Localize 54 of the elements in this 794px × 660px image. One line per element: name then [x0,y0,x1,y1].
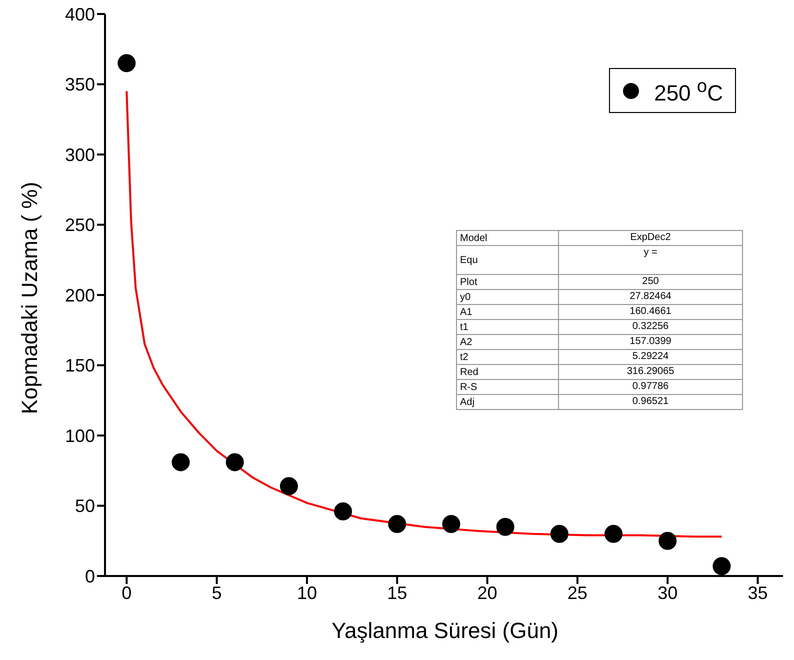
point [658,532,677,550]
annotation: Adj [456,394,558,410]
annotation: 0.96521 [558,394,742,410]
annotation: 27.82464 [558,290,742,304]
x-axis-title: Yaşlanma Süresi (Gün) [330,618,560,644]
y-tick-label: 300 [64,144,95,165]
point [334,502,352,520]
y-tick-label: 350 [64,74,95,95]
annotation: 316.29065 [558,364,742,380]
x-tick-label: 5 [212,582,222,603]
annotation: 5.29224 [558,350,742,364]
point [388,515,406,534]
point [226,453,244,472]
annotation: y = [558,246,742,274]
x-tick-label: 30 [658,582,678,603]
x-tick-label: 10 [296,582,317,603]
annotation: Equ [456,246,558,274]
annotation: y0 [456,290,558,304]
y-tick-label: 200 [64,285,95,306]
annotation: A2 [456,334,558,350]
annotation: 157.0399 [558,334,742,350]
y-tick-label: 400 [64,4,95,24]
annotation: t1 [456,320,558,334]
point [712,557,731,576]
y-tick-label: 150 [64,356,95,376]
annotation: Model [456,230,558,246]
annotation: 0.97786 [558,380,742,394]
y-tick-label: 250 [64,215,95,236]
x-tick-label: 25 [567,582,588,603]
x-tick-label: 15 [387,582,408,603]
x-tick-label: 20 [477,582,498,603]
point [280,477,298,496]
annotation: 250 [558,274,742,290]
point [496,518,514,536]
x-tick-label: 0 [122,582,132,603]
legend-label: 250 $^{o}$C [654,75,723,106]
point [550,524,568,543]
point [604,524,622,543]
annotation: R-S [456,380,558,394]
y-tick-label: 50 [74,496,95,516]
y-tick-label: 0 [84,566,95,586]
y-tick-label: 100 [64,426,95,446]
point [118,54,136,72]
y-axis-title: Kopmadaki Uzama ( %) [17,182,43,414]
point [172,453,190,472]
point [442,515,460,534]
annotation: t2 [456,350,558,364]
annotation: Red [456,364,558,380]
annotation: 160.4661 [558,304,742,320]
annotation: A1 [456,304,558,320]
annotation: Plot [456,274,558,290]
annotation: ExpDec2 [558,230,742,246]
annotation: 0.32256 [558,320,742,334]
x-tick-label: 35 [748,582,768,603]
